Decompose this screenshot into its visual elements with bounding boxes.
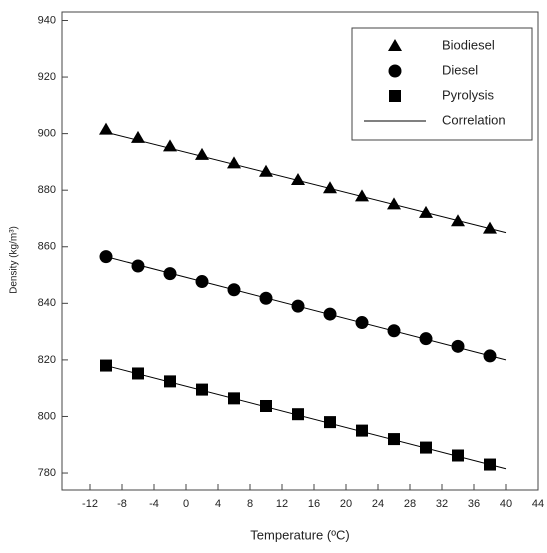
x-tick-label: 0 [183, 498, 189, 510]
marker [388, 64, 402, 78]
x-tick-label: 20 [340, 498, 352, 510]
x-tick-label: 8 [247, 498, 253, 510]
marker [196, 383, 208, 396]
marker [99, 122, 113, 135]
marker [164, 375, 176, 388]
marker [291, 173, 305, 186]
x-tick-label: 4 [215, 498, 221, 510]
y-axis-title: Density (kg/m³) [9, 226, 20, 294]
marker [419, 205, 433, 218]
y-tick-label: 780 [38, 467, 56, 479]
y-tick-label: 820 [38, 354, 56, 366]
legend-label: Diesel [442, 62, 478, 77]
y-tick-label: 920 [38, 71, 56, 83]
legend-label: Biodiesel [442, 37, 495, 52]
correlation-line [105, 256, 507, 361]
marker [260, 399, 272, 412]
y-tick-label: 880 [38, 184, 56, 196]
marker [388, 433, 400, 446]
marker [452, 449, 464, 462]
marker [419, 332, 433, 346]
x-tick-label: 24 [372, 498, 384, 510]
marker [420, 441, 432, 454]
marker [355, 189, 369, 202]
x-tick-label: 32 [436, 498, 448, 510]
x-axis-title: Temperature (ºC) [250, 527, 349, 542]
marker [259, 164, 273, 177]
marker [163, 139, 177, 152]
x-tick-label: -4 [149, 498, 159, 510]
plot-frame [61, 11, 539, 491]
x-tick-label: -8 [117, 498, 127, 510]
correlation-line [105, 131, 507, 234]
marker [356, 424, 368, 437]
marker [451, 339, 465, 353]
marker [131, 259, 145, 273]
y-tick-label: 940 [38, 14, 56, 26]
x-tick-label: 44 [532, 498, 544, 510]
x-tick-label: 40 [500, 498, 512, 510]
x-tick-label: 12 [276, 498, 288, 510]
x-tick-label: 28 [404, 498, 416, 510]
marker [387, 197, 401, 210]
marker [388, 39, 402, 51]
x-tick-label: -12 [82, 498, 98, 510]
marker [389, 90, 401, 102]
y-tick-label: 900 [38, 128, 56, 140]
marker [292, 408, 304, 421]
y-tick-label: 800 [38, 410, 56, 422]
correlation-line [105, 365, 507, 470]
x-tick-label: 16 [308, 498, 320, 510]
y-tick-label: 860 [38, 241, 56, 253]
y-tick-label: 840 [38, 297, 56, 309]
legend-label: Pyrolysis [442, 87, 495, 102]
marker [324, 416, 336, 429]
marker [483, 221, 497, 234]
legend-label: Correlation [442, 112, 506, 127]
marker [323, 181, 337, 194]
marker [227, 156, 241, 169]
x-tick-label: 36 [468, 498, 480, 510]
